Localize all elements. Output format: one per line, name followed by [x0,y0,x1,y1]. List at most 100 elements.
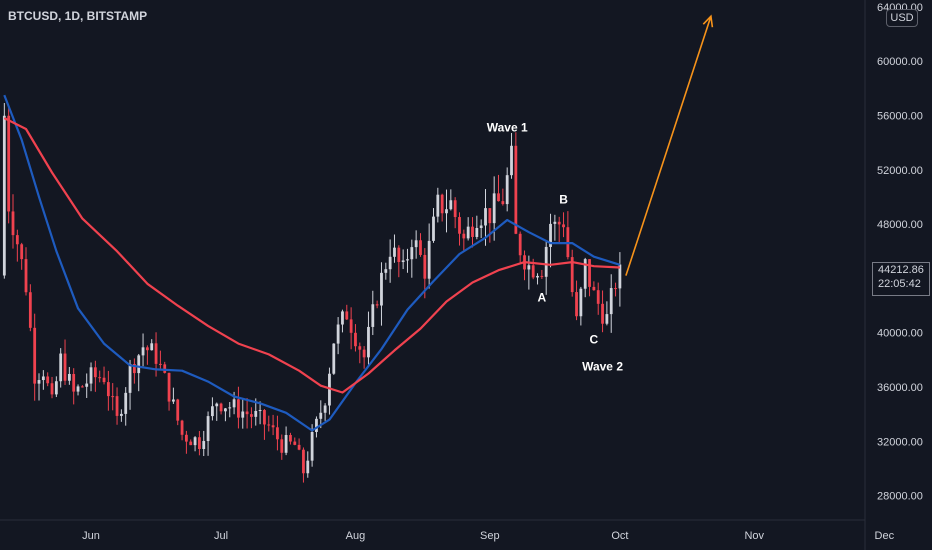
candle-body [63,353,67,381]
candle-body [132,363,136,374]
fast-moving-average-line [3,94,621,432]
last-price-label: 44212.86 22:05:42 [872,262,930,296]
candle-body [618,264,622,289]
candle-body [436,194,440,217]
time-tick-label: Aug [346,530,366,542]
candle-body [28,292,32,328]
candle-body [137,355,141,374]
candle-body [475,228,479,237]
time-tick-label: Dec [875,530,895,542]
candle-body [254,410,258,417]
candle-body [245,411,249,415]
candle-body [7,115,11,212]
candle-body [484,208,487,226]
candle-body [72,373,76,392]
candle-body [410,247,414,260]
wave-label: B [559,193,568,207]
candle-body [115,396,119,416]
candle-body [453,200,457,218]
candle-body [579,288,583,317]
candle-body [514,145,518,234]
candle-body [557,221,561,225]
price-tick-label: 56000.00 [877,110,923,122]
candle-body [276,427,279,440]
candle-body [384,269,388,273]
candle-body [228,407,232,409]
candle-body [536,275,539,278]
candle-body [601,303,604,324]
candle-body [544,246,548,277]
candle-body [588,259,591,287]
candle-body [349,319,353,333]
candle-body [280,439,284,453]
candle-body [241,411,245,418]
candle-body [54,381,58,395]
candle-body [224,408,227,412]
candle-body [367,326,370,358]
wave-label: Wave 1 [487,121,528,135]
candle-body [33,327,37,384]
candle-body [89,367,93,384]
candle-body [614,288,617,290]
price-tick-label: 28000.00 [877,491,923,503]
moving-averages-layer [3,94,621,432]
candle-body [206,416,210,442]
candle-body [596,290,600,304]
candle-body [250,414,253,417]
candle-body [341,311,344,325]
wave-label: C [590,333,599,347]
candle-body [358,346,362,350]
candle-body [20,244,24,260]
bar-countdown: 22:05:42 [878,278,921,290]
candle-body [315,418,318,433]
candle-body [549,223,552,247]
currency-button[interactable]: USD [886,9,918,27]
candle-body [497,193,500,202]
candle-body [562,224,565,228]
arrow-head [702,14,714,28]
candle-body [323,405,327,413]
candle-body [302,449,305,474]
candle-body [150,343,154,351]
candle-body [267,424,271,426]
time-tick-label: Jul [214,530,228,542]
candle-body [219,403,223,412]
candle-body [141,347,145,356]
candle-body [289,435,292,442]
candle-body [263,410,266,425]
candle-body [67,373,71,381]
candle-body [449,200,453,210]
candle-body [414,240,418,248]
candle-body [232,399,236,408]
candle-body [237,399,240,418]
candle-body [189,441,193,446]
wave-label: A [538,290,547,304]
candle-body [293,441,297,445]
candle-body [176,399,180,421]
candle-body [124,392,128,414]
candle-body [180,420,184,435]
price-tick-label: 52000.00 [877,165,923,177]
price-tick-label: 40000.00 [877,328,923,340]
price-axis[interactable]: 28000.0032000.0036000.0040000.0044000.00… [877,2,923,503]
candle-body [527,265,531,270]
candle-body [15,235,19,245]
candle-body [41,376,45,381]
arrow-shaft [625,16,712,276]
candle-body [185,434,188,442]
candle-body [419,240,422,255]
candle-body [271,425,275,428]
time-axis[interactable]: Jun Jul Aug Sep Oct Nov Dec [82,530,894,542]
candle-body [336,324,340,344]
candle-body [427,240,431,279]
candle-body [332,343,336,374]
candle-body [128,363,132,393]
candle-body [605,314,609,324]
candle-body [371,304,375,327]
candle-body [306,460,310,474]
candle-body [98,377,102,379]
candle-body [46,376,50,384]
candle-body [583,259,587,289]
candle-body [154,343,158,364]
